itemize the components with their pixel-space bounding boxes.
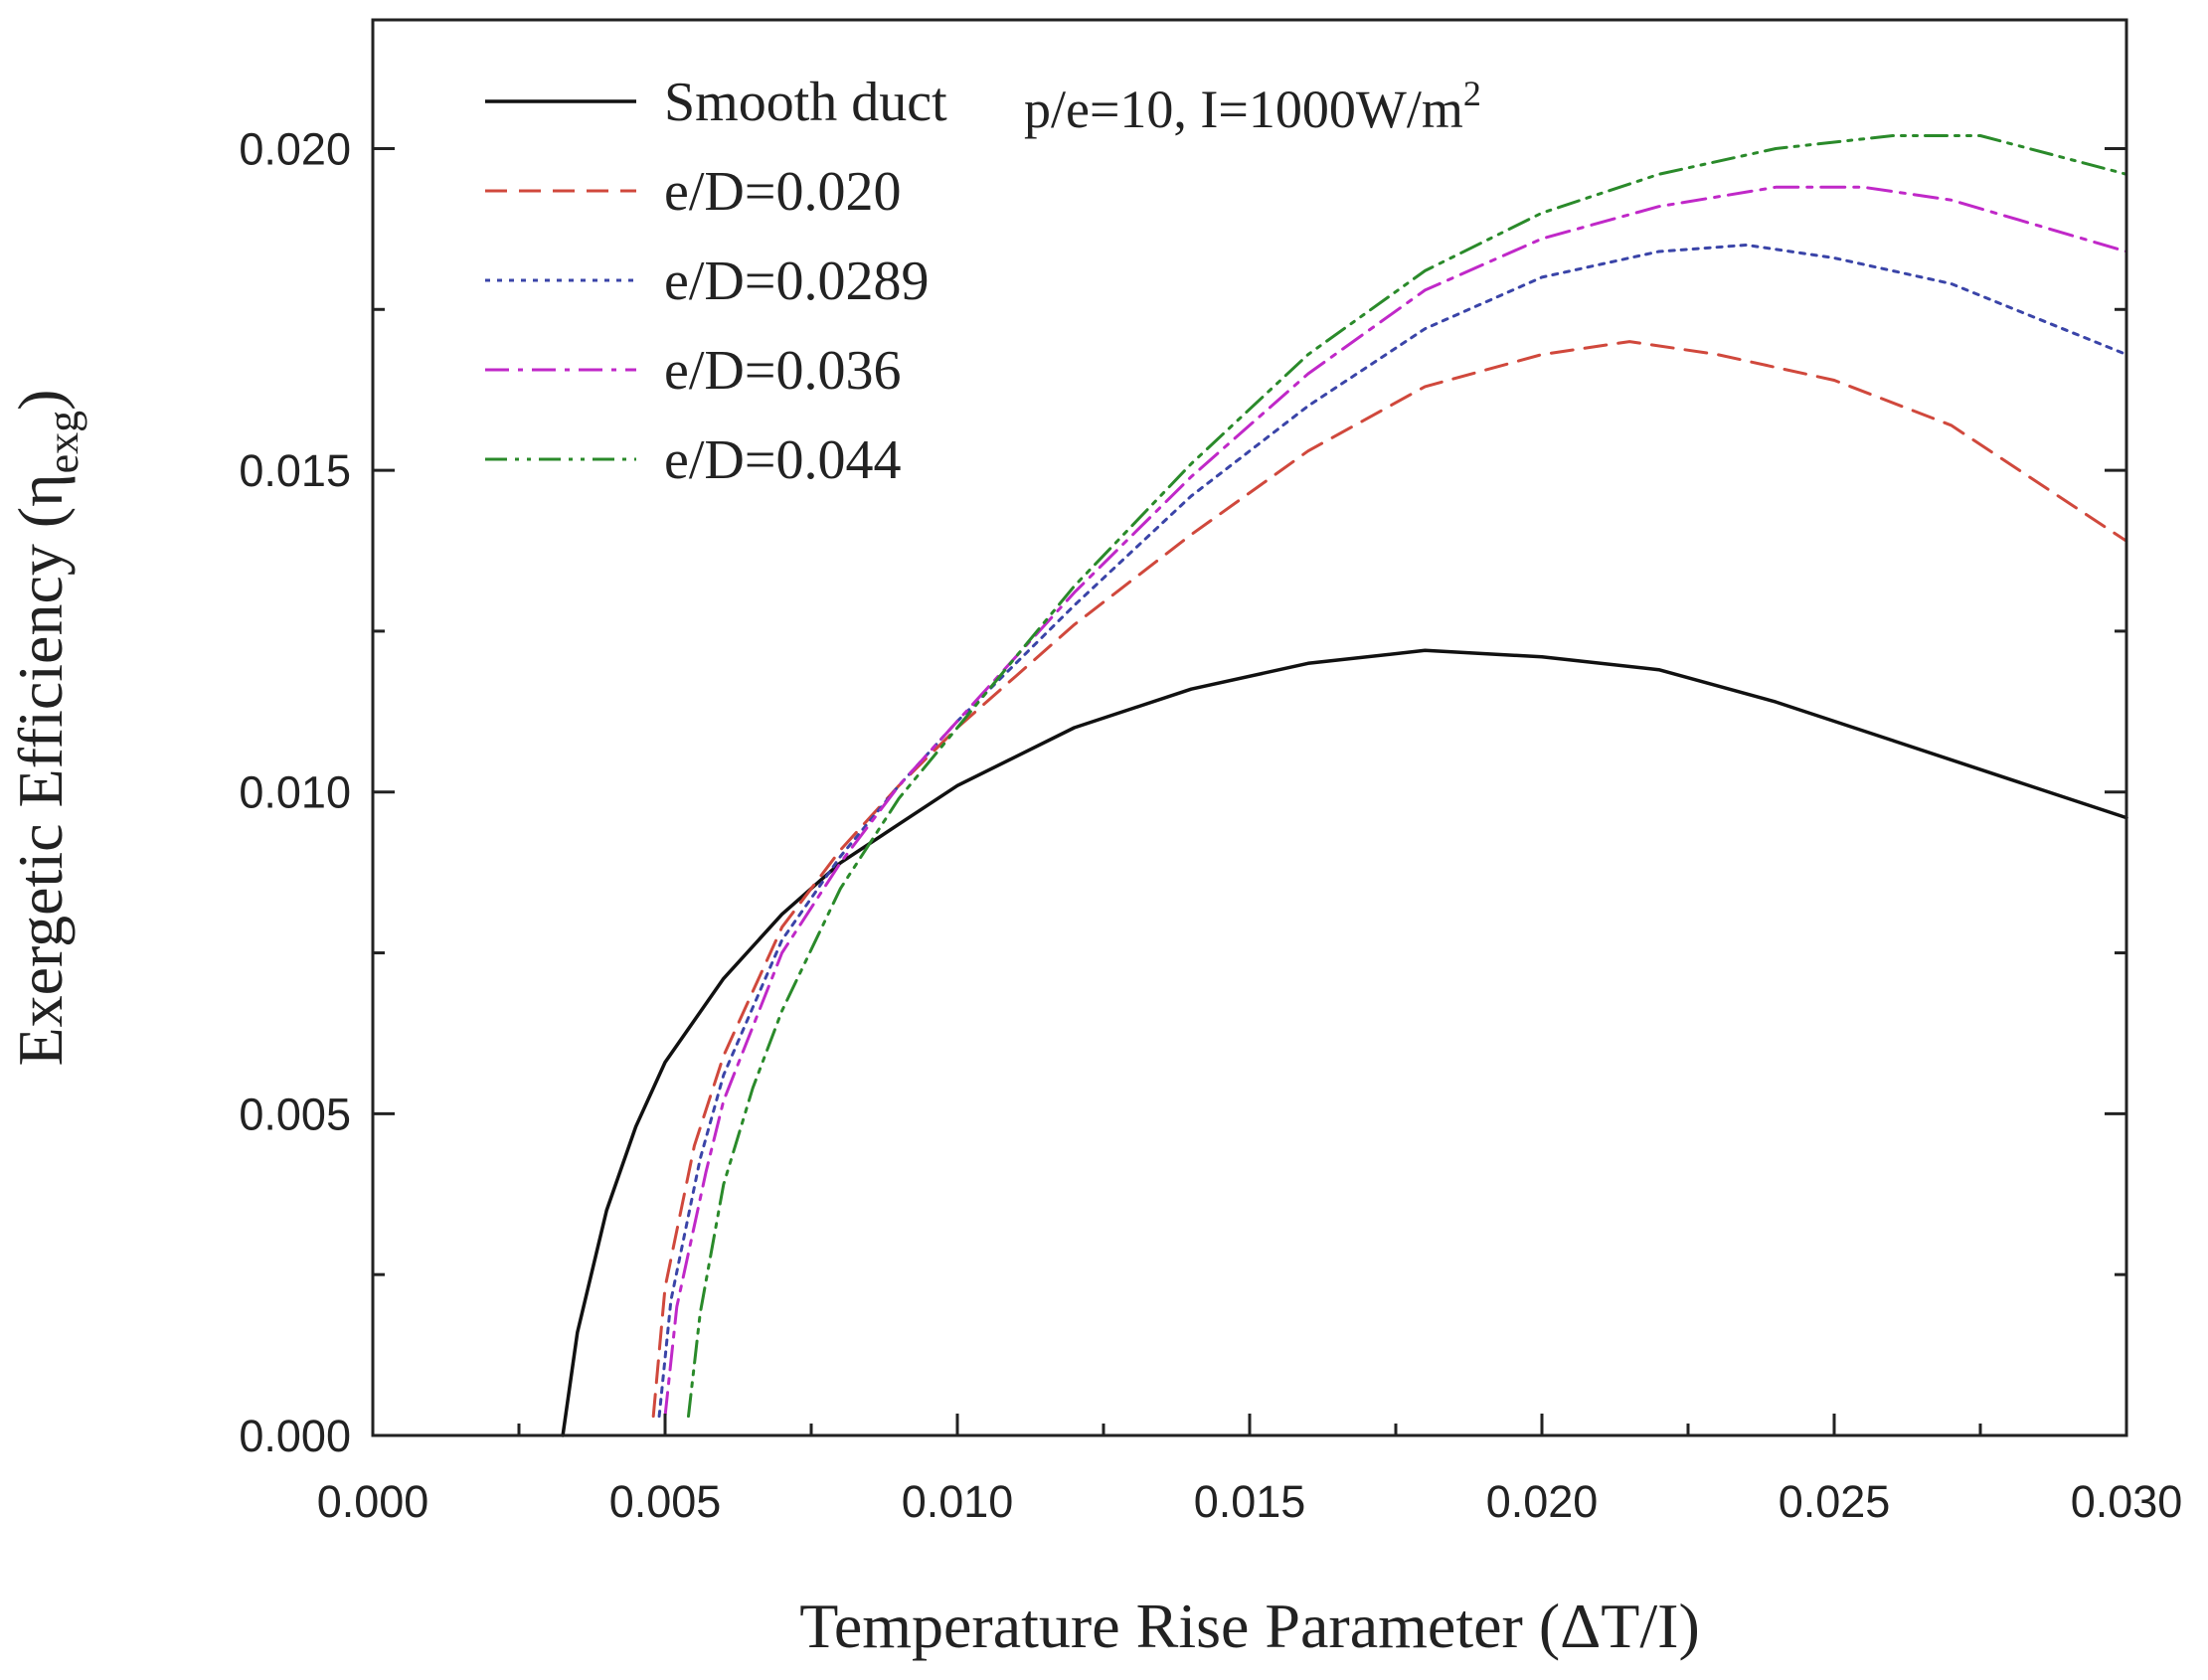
x-tick-label: 0.025 [1779,1476,1891,1527]
x-tick-label: 0.005 [609,1476,722,1527]
series-line-0 [561,648,2128,1437]
annotation-main: p/e=10, I=1000W/m [1024,80,1463,139]
legend-label-1: e/D=0.020 [664,161,901,223]
y-tick-label: 0.010 [239,767,351,818]
y-axis-title-subscript: exg [39,411,87,474]
x-axis-title: Temperature Rise Parameter (ΔT/I) [799,1591,1700,1661]
legend-label-2: e/D=0.0289 [664,251,929,312]
legend: Smooth duct e/D=0.020 e/D=0.0289 e/D=0.036 e… [485,72,947,491]
annotation-text: p/e=10, I=1000W/m2 [1024,74,1481,139]
y-axis-title: Exergetic Efficiency (ηexg) [5,390,87,1067]
x-tick-label: 0.030 [2071,1476,2183,1527]
series-line-2 [657,244,2128,1419]
legend-label-0: Smooth duct [664,72,947,133]
ticklabels-layer: 0.000 0.005 0.010 0.015 0.020 0.025 0.030 0.000… [239,123,2182,1527]
legend-label-4: e/D=0.044 [664,429,901,491]
ticks-layer [371,146,2128,1437]
x-tick-label: 0.015 [1194,1476,1306,1527]
y-tick-label: 0.000 [239,1411,351,1461]
y-tick-label: 0.005 [239,1089,351,1139]
legend-label-3: e/D=0.036 [664,340,901,402]
series-line-4 [687,134,2128,1419]
y-axis-title-main: Exergetic Efficiency (η [5,473,76,1066]
y-axis-title-close: ) [5,390,76,411]
x-tick-label: 0.000 [317,1476,429,1527]
x-tick-label: 0.010 [902,1476,1014,1527]
annotation-superscript: 2 [1463,74,1481,113]
x-tick-label: 0.020 [1486,1476,1599,1527]
series-line-1 [651,340,2128,1419]
y-tick-label: 0.015 [239,445,351,496]
series-line-3 [663,185,2128,1419]
series-layer [561,134,2128,1437]
y-tick-label: 0.020 [239,123,351,174]
